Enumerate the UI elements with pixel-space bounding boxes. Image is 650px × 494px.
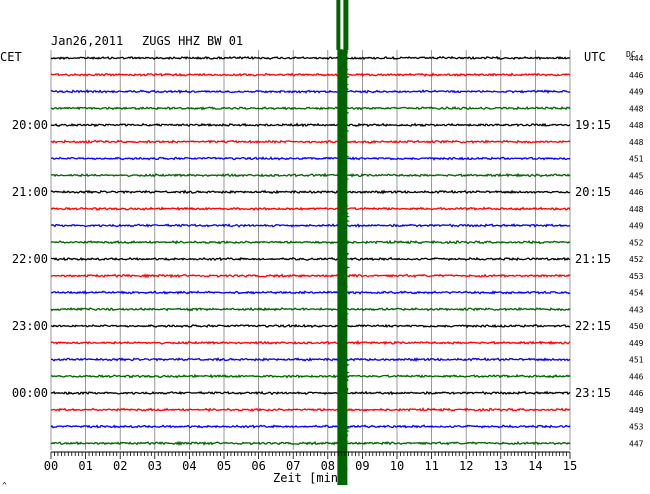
- trace-row: [50, 340, 571, 346]
- corner-mark: ^: [2, 481, 7, 490]
- trace-row: [50, 440, 571, 447]
- x-tick-label: 13: [494, 459, 508, 473]
- trace-row: [50, 55, 570, 61]
- x-tick-label: 10: [390, 459, 404, 473]
- event-waveform: [336, 49, 351, 480]
- dc-offset-value: 448: [629, 121, 644, 130]
- x-tick-label: 11: [424, 459, 438, 473]
- trace-row: [50, 373, 571, 379]
- dc-offset-value: 446: [629, 71, 644, 80]
- dc-offset-value: 448: [629, 138, 644, 147]
- right-timezone-label: UTC: [584, 50, 606, 64]
- dc-offset-value: 449: [629, 222, 644, 231]
- dc-offset-value: 452: [629, 255, 644, 264]
- x-tick-label: 00: [44, 459, 58, 473]
- left-time-label: 23:00: [12, 319, 48, 333]
- earthquake-signal: [336, 0, 351, 485]
- x-tick-label: 02: [113, 459, 127, 473]
- trace-row: [50, 290, 571, 295]
- x-tick-label: 14: [528, 459, 542, 473]
- dc-offset-value: 449: [629, 339, 644, 348]
- trace-rows: [50, 55, 571, 447]
- trace-row: [50, 106, 571, 111]
- row-labels: 20:00 21:00 22:00 23:00 00:00 19:15 20:15 21:15…: [12, 54, 644, 448]
- trace-row: [50, 172, 571, 178]
- x-tick-label: 07: [286, 459, 300, 473]
- dc-offset-value: 444: [629, 54, 644, 63]
- trace-row: [50, 122, 571, 128]
- dc-offset-value: 445: [629, 171, 644, 180]
- dc-offset-value: 453: [629, 423, 644, 432]
- left-time-label: 21:00: [12, 185, 48, 199]
- trace-row: [50, 390, 571, 396]
- x-tick-label: 01: [78, 459, 92, 473]
- trace-row: [50, 89, 571, 95]
- right-time-label: 22:15: [575, 319, 611, 333]
- x-tick-label: 05: [217, 459, 231, 473]
- dc-offset-value: 448: [629, 104, 644, 113]
- x-axis-label: Zeit [min]: [273, 471, 345, 485]
- dc-offset-value: 446: [629, 372, 644, 381]
- trace-row: [50, 189, 571, 195]
- x-tick-label: 08: [321, 459, 335, 473]
- event-band: [337, 50, 348, 485]
- dc-offset-value: 449: [629, 88, 644, 97]
- x-tick-label: 15: [563, 459, 577, 473]
- trace-row: [50, 357, 571, 363]
- left-time-label: 00:00: [12, 386, 48, 400]
- left-time-label: 22:00: [12, 252, 48, 266]
- trace-row: [50, 306, 571, 312]
- trace-row: [50, 223, 571, 228]
- x-tick-label: 09: [355, 459, 369, 473]
- event-spike-right: [343, 0, 349, 50]
- dc-offset-heading: DC: [626, 50, 636, 59]
- event-spike-left: [336, 0, 341, 50]
- dc-offset-value: 443: [629, 305, 644, 314]
- x-axis: 00 01 02 03 04 05 06 07 08 09 10 11 12 13 14 15: [44, 451, 577, 473]
- dc-offset-value: 449: [629, 406, 644, 415]
- x-tick-label: 04: [182, 459, 196, 473]
- dc-offset-value: 446: [629, 188, 644, 197]
- dc-offset-value: 452: [629, 238, 644, 247]
- trace-row: [50, 72, 571, 78]
- dc-offset-value: 446: [629, 389, 644, 398]
- right-time-label: 23:15: [575, 386, 611, 400]
- trace-row: [50, 206, 571, 211]
- dc-offset-value: 453: [629, 272, 644, 281]
- dc-offset-value: 447: [629, 439, 644, 448]
- right-time-label: 20:15: [575, 185, 611, 199]
- trace-row: [50, 139, 571, 144]
- dc-offset-value: 451: [629, 356, 644, 365]
- trace-row: [50, 239, 571, 245]
- right-time-label: 19:15: [575, 118, 611, 132]
- x-tick-label: 03: [148, 459, 162, 473]
- right-time-label: 21:15: [575, 252, 611, 266]
- dc-offset-value: 454: [629, 289, 644, 298]
- chart-date: Jan26,2011: [51, 34, 123, 48]
- trace-row: [50, 256, 571, 262]
- trace-row: [50, 407, 571, 413]
- dc-offset-value: 448: [629, 205, 644, 214]
- trace-row: [50, 323, 571, 329]
- left-time-label: 20:00: [12, 118, 48, 132]
- grid-lines: [50, 50, 571, 450]
- trace-row: [50, 424, 571, 429]
- trace-row: [50, 156, 571, 161]
- x-tick-label: 06: [251, 459, 265, 473]
- left-timezone-label: CET: [0, 50, 22, 64]
- trace-row: [51, 273, 571, 279]
- dc-offset-value: 450: [629, 322, 644, 331]
- dc-offset-value: 451: [629, 155, 644, 164]
- x-tick-label: 12: [459, 459, 473, 473]
- chart-station: ZUGS HHZ BW 01: [142, 34, 243, 48]
